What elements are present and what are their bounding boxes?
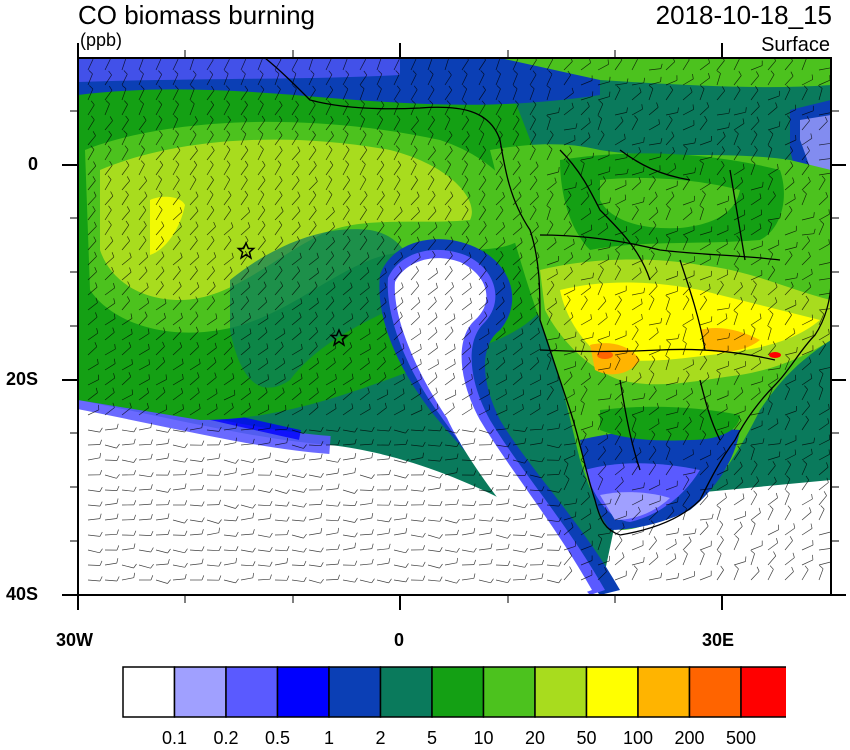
colorbar-label: 500 (725, 728, 757, 748)
colorbar-swatch (482, 666, 536, 718)
star-icon (236, 241, 256, 260)
colorbar-swatch (122, 666, 176, 718)
colorbar-label: 0.2 (213, 728, 239, 748)
minor-ticks (70, 50, 839, 603)
lat-label-20s: 20S (6, 369, 39, 389)
level-label: Surface (761, 34, 830, 56)
colorbar-label: 50 (576, 728, 597, 748)
colorbar-label: 5 (426, 728, 438, 748)
colorbar-label: 10 (473, 728, 494, 748)
colorbar-label: 20 (524, 728, 546, 748)
lon-label-30w: 30W (56, 630, 94, 650)
colorbar-label: 100 (622, 728, 654, 748)
colorbar-swatch (534, 666, 588, 718)
axis-ticks (62, 43, 846, 610)
map-title: CO biomass burning (78, 0, 315, 30)
colorbar-swatch (688, 666, 742, 718)
site-markers (236, 241, 349, 347)
wind-barbs (87, 58, 831, 584)
lat-label-0: 0 (28, 154, 39, 174)
lat-label-40s: 40S (6, 584, 39, 604)
datetime-label: 2018-10-18_15 (655, 0, 832, 30)
colorbar-swatch (379, 666, 433, 718)
colorbar-swatch (431, 666, 485, 718)
colorbar-label: 200 (674, 728, 705, 748)
colorbar (122, 666, 786, 718)
colorbar-label: 2 (375, 728, 386, 748)
concentration-field (78, 58, 831, 595)
map-plot (62, 43, 846, 610)
colorbar-swatch (585, 666, 639, 718)
colorbar-swatch (225, 666, 279, 718)
colorbar-label: 0.5 (264, 728, 291, 748)
colorbar-swatch (637, 666, 691, 718)
colorbar-label: 0.1 (161, 728, 188, 748)
colorbar-label: 1 (323, 728, 335, 748)
colorbar-swatch (740, 666, 786, 718)
lon-label-0: 0 (394, 630, 405, 650)
colorbar-swatch (276, 666, 330, 718)
lon-label-30e: 30E (702, 630, 735, 650)
units-label: (ppb) (80, 30, 123, 50)
colorbar-swatch (328, 666, 382, 718)
colorbar-swatch (173, 666, 227, 718)
star-icon (329, 328, 349, 347)
